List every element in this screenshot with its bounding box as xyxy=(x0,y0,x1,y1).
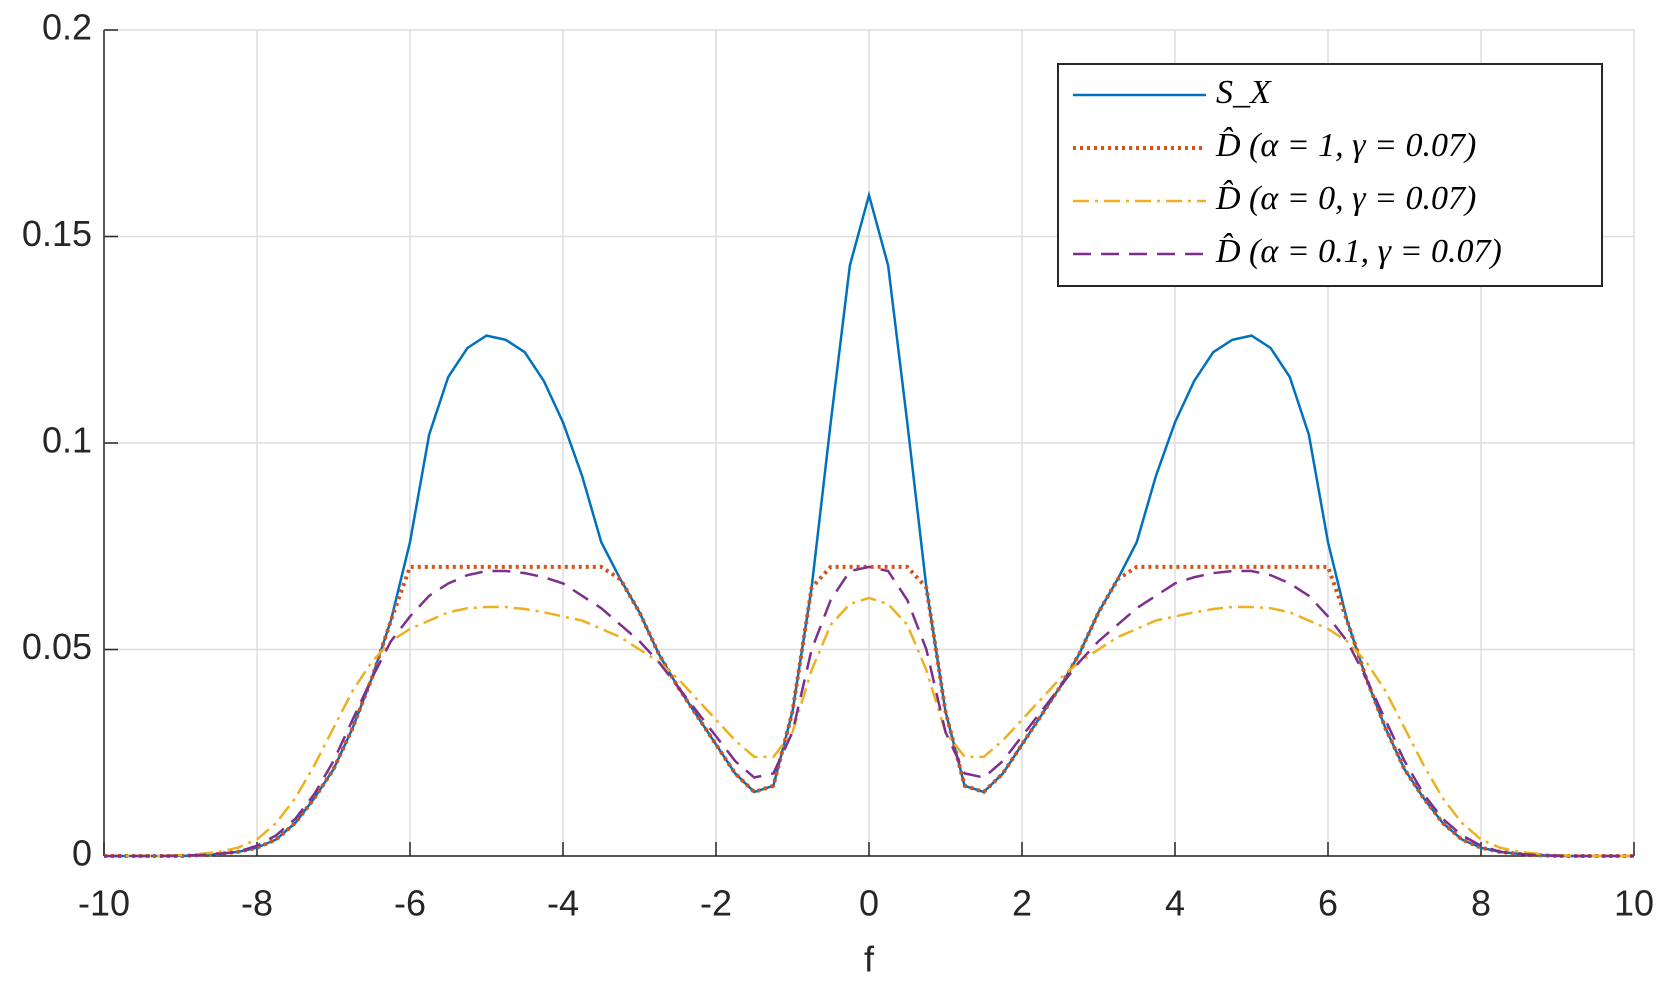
x-tick-label: -4 xyxy=(547,883,579,924)
x-tick-label: -2 xyxy=(700,883,732,924)
x-axis-label: f xyxy=(864,939,875,980)
x-tick-label: 0 xyxy=(859,883,879,924)
legend-label: D̂ (α = 1, γ = 0.07) xyxy=(1215,126,1476,164)
x-tick-label: -8 xyxy=(241,883,273,924)
x-tick-label: 8 xyxy=(1471,883,1491,924)
y-tick-label: 0.1 xyxy=(42,420,92,461)
x-tick-label: 10 xyxy=(1614,883,1654,924)
series-line xyxy=(104,596,1634,858)
series-line xyxy=(104,565,1634,858)
x-tick-label: -6 xyxy=(394,883,426,924)
y-tick-label: 0.05 xyxy=(22,626,92,667)
y-tick-label: 0 xyxy=(72,833,92,874)
legend-label: D̂ (α = 0.1, γ = 0.07) xyxy=(1215,232,1502,270)
y-tick-label: 0.15 xyxy=(22,213,92,254)
x-tick-label: -10 xyxy=(78,883,130,924)
x-tick-label: 2 xyxy=(1012,883,1032,924)
y-tick-label: 0.2 xyxy=(42,7,92,48)
legend-label: D̂ (α = 0, γ = 0.07) xyxy=(1215,179,1476,217)
legend-label: S_X xyxy=(1216,74,1272,111)
x-tick-label: 6 xyxy=(1318,883,1338,924)
legend-box xyxy=(1057,63,1603,287)
series-line xyxy=(104,190,1634,858)
x-tick-label: 4 xyxy=(1165,883,1185,924)
